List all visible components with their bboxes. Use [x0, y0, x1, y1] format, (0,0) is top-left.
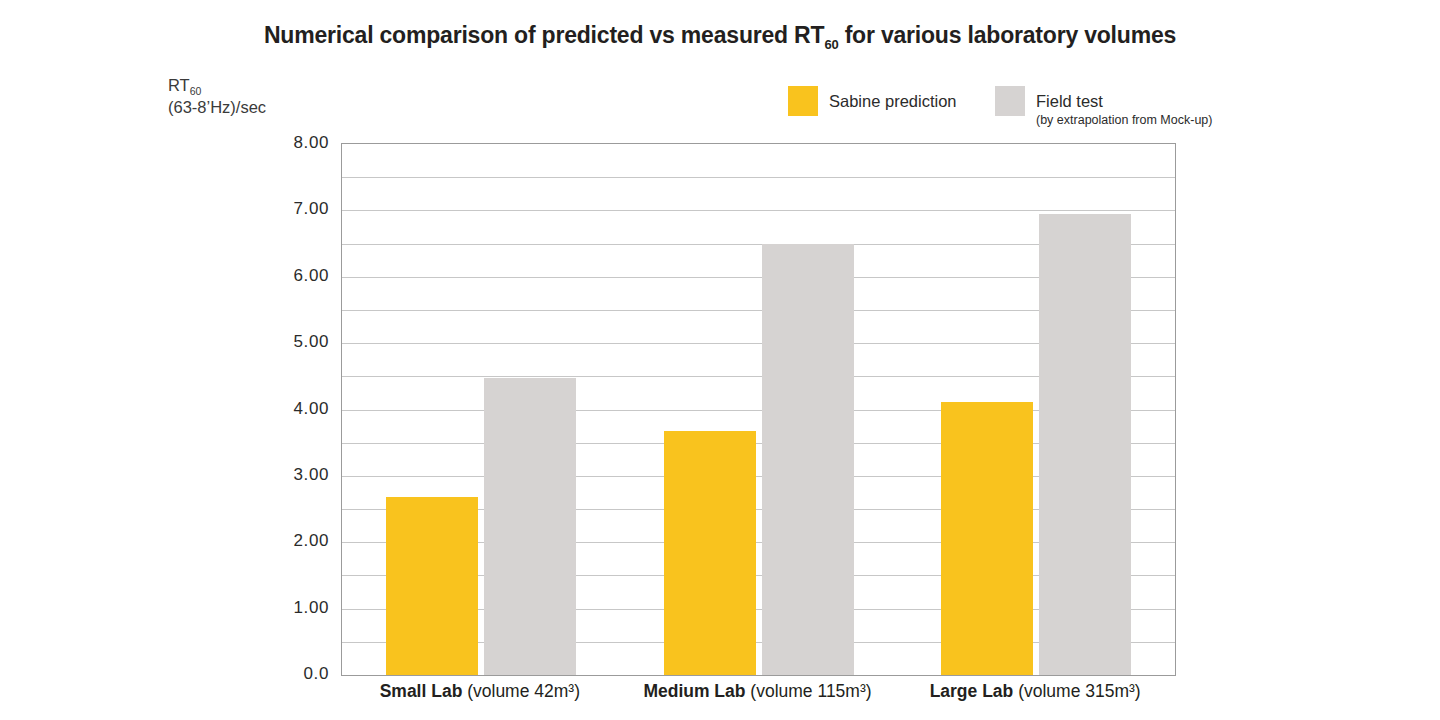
y-tick-label: 5.00: [294, 332, 330, 352]
category-volume: (volume 42m³): [462, 681, 580, 701]
bar-field-test-0: [484, 378, 576, 675]
y-tick-label: 2.00: [294, 531, 330, 551]
chart-title-suffix: for various laboratory volumes: [838, 22, 1176, 48]
sabine-legend-swatch: [788, 86, 818, 116]
bar-sabine-0: [386, 497, 478, 675]
category-volume: (volume 315m³): [1013, 681, 1140, 701]
bar-field-test-1: [762, 244, 854, 675]
y-tick-label: 8.00: [294, 133, 330, 153]
bar-sabine-2: [941, 402, 1033, 675]
bar-field-test-2: [1039, 214, 1131, 675]
gridline: [342, 210, 1175, 211]
chart-title: Numerical comparison of predicted vs mea…: [0, 22, 1440, 49]
y-tick-label: 1.00: [294, 598, 330, 618]
field-test-legend-label: Field test: [1036, 86, 1212, 116]
plot-area: [341, 143, 1176, 676]
y-axis-ticks: 8.007.006.005.004.003.002.001.000.0: [0, 143, 329, 674]
y-tick-label: 6.00: [294, 266, 330, 286]
y-tick-label: 4.00: [294, 399, 330, 419]
x-axis-category-label-2: Large Lab (volume 315m³): [930, 681, 1141, 702]
field-test-legend-swatch: [995, 86, 1025, 116]
sabine-legend-label: Sabine prediction: [829, 86, 957, 116]
chart-title-subscript: 60: [824, 37, 838, 52]
y-tick-label: 3.00: [294, 465, 330, 485]
y-axis-label-line1: RT60: [168, 74, 266, 96]
category-name: Large Lab: [930, 681, 1014, 701]
x-axis-category-label-1: Medium Lab (volume 115m³): [643, 681, 871, 702]
y-axis-label-line2: (63-8’Hz)/sec: [168, 96, 266, 118]
y-tick-label: 0.0: [304, 664, 329, 684]
field-test-legend-note: (by extrapolation from Mock-up): [1036, 113, 1212, 127]
y-axis-label-rt-subscript: 60: [190, 85, 202, 97]
y-axis-label-rt: RT: [168, 76, 190, 94]
legend-item-sabine: Sabine prediction: [788, 86, 957, 116]
x-axis-category-label-0: Small Lab (volume 42m³): [380, 681, 580, 702]
legend-text-block: Sabine prediction: [829, 86, 957, 116]
bar-sabine-1: [664, 431, 756, 675]
gridline: [342, 177, 1175, 178]
category-name: Small Lab: [380, 681, 463, 701]
x-axis-labels: Small Lab (volume 42m³) Medium Lab (volum…: [341, 681, 1174, 711]
y-tick-label: 7.00: [294, 199, 330, 219]
category-name: Medium Lab: [643, 681, 745, 701]
y-axis-label: RT60 (63-8’Hz)/sec: [168, 74, 266, 119]
legend-item-field-test: Field test (by extrapolation from Mock-u…: [995, 86, 1212, 127]
legend-text-block: Field test (by extrapolation from Mock-u…: [1036, 86, 1212, 127]
chart-title-text: Numerical comparison of predicted vs mea…: [264, 22, 824, 48]
category-volume: (volume 115m³): [745, 681, 871, 701]
